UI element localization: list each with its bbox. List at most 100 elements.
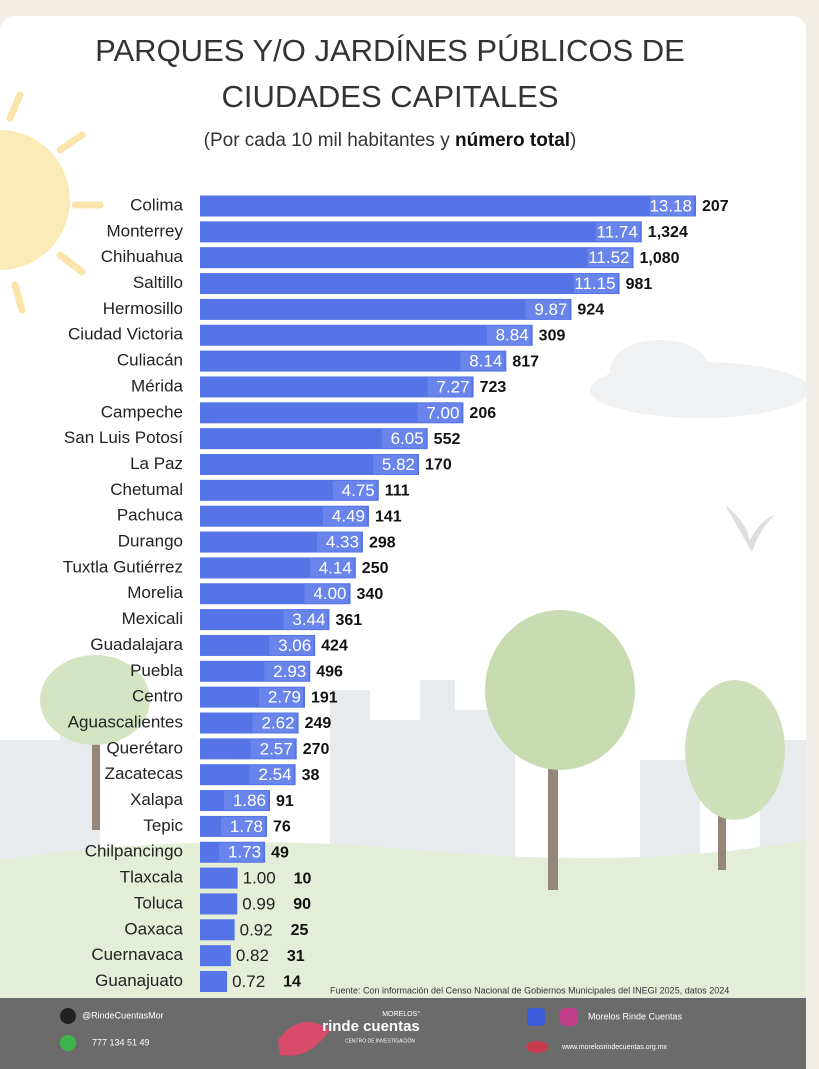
category-label: Pachuca — [117, 506, 184, 525]
value-label: 0.82 — [236, 946, 269, 965]
bar — [200, 350, 507, 372]
total-label: 817 — [512, 353, 539, 370]
bar — [200, 376, 474, 398]
title-line: PARQUES Y/O JARDÍNES PÚBLICOS DE — [95, 33, 685, 68]
total-label: 207 — [702, 198, 729, 215]
logo-main: rinde cuentas — [322, 1018, 420, 1035]
category-label: Zacatecas — [105, 764, 183, 783]
value-label-bg — [381, 429, 426, 449]
value-label: 6.05 — [391, 429, 424, 448]
value-label-bg — [309, 558, 354, 578]
bar — [200, 634, 316, 656]
category-label: Morelia — [127, 583, 183, 602]
total-label: 250 — [362, 560, 389, 577]
category-label: Hermosillo — [103, 299, 183, 318]
total-label: 31 — [287, 948, 305, 965]
total-label: 723 — [480, 379, 507, 396]
bar — [200, 428, 428, 450]
category-label: Monterrey — [106, 221, 183, 240]
category-label: Querétaro — [106, 738, 183, 757]
logo-sub: CENTRO DE INVESTIGACIÓN — [345, 1037, 415, 1044]
total-label: 270 — [303, 741, 330, 758]
total-label: 141 — [375, 508, 402, 525]
logo-shape — [278, 1022, 330, 1056]
bar — [200, 841, 266, 863]
category-label: Ciudad Victoria — [68, 325, 184, 344]
footer — [0, 998, 806, 1069]
logo-top: MORELOS° — [382, 1010, 420, 1018]
bar — [200, 945, 231, 967]
category-label: Durango — [118, 532, 183, 551]
value-label: 2.54 — [258, 765, 291, 784]
value-label: 7.00 — [426, 403, 459, 422]
value-label: 4.75 — [342, 481, 375, 500]
total-label: 552 — [434, 431, 461, 448]
value-label: 9.87 — [534, 300, 567, 319]
scenery — [0, 91, 810, 998]
value-label-bg — [223, 791, 268, 811]
value-label-bg — [595, 222, 640, 242]
total-label: 309 — [539, 327, 566, 344]
bar — [200, 893, 238, 915]
total-label: 111 — [385, 483, 410, 500]
category-label: Toluca — [134, 893, 184, 912]
bar — [200, 609, 330, 631]
category-label: Saltillo — [133, 273, 183, 292]
category-label: Tlaxcala — [120, 868, 184, 887]
value-label-bg — [373, 455, 418, 474]
subtitle-bold: número total — [455, 130, 570, 151]
value-label-bg — [587, 248, 632, 268]
bar — [200, 557, 356, 579]
value-label-bg — [264, 661, 309, 681]
bar — [200, 505, 369, 527]
value-label: 5.82 — [382, 455, 415, 474]
value-label: 2.57 — [260, 739, 293, 758]
value-label: 8.14 — [469, 352, 502, 371]
footer-social: Morelos Rinde Cuentas — [588, 1011, 683, 1021]
category-label: Oaxaca — [124, 919, 183, 938]
total-label: 206 — [469, 405, 496, 422]
category-label: Cuernavaca — [91, 945, 183, 964]
value-label-bg — [525, 299, 570, 319]
facebook-icon — [527, 1008, 545, 1026]
category-label: Mexicali — [122, 609, 183, 628]
value-label: 11.15 — [574, 274, 615, 293]
category-label: Guadalajara — [90, 635, 183, 654]
category-label: Chetumal — [110, 480, 183, 499]
bar — [200, 479, 379, 501]
value-label: 4.00 — [313, 584, 346, 603]
total-label: 25 — [291, 922, 309, 939]
total-label: 361 — [335, 612, 362, 629]
bar — [200, 402, 464, 424]
total-label: 49 — [271, 844, 289, 861]
value-label-bg — [258, 687, 303, 707]
value-label: 11.52 — [588, 248, 629, 267]
category-label: Campeche — [101, 402, 183, 421]
total-label: 191 — [311, 689, 338, 706]
total-label: 249 — [305, 715, 332, 732]
value-label-bg — [252, 713, 297, 733]
value-label-bg — [220, 816, 265, 836]
total-label: 924 — [577, 302, 604, 319]
value-label: 2.62 — [262, 713, 295, 732]
category-label: Xalapa — [130, 790, 183, 809]
value-label: 11.74 — [597, 222, 638, 241]
value-label-bg — [460, 351, 505, 371]
value-label: 1.86 — [233, 791, 266, 810]
value-label: 8.84 — [496, 326, 529, 345]
category-label: Chilpancingo — [85, 842, 183, 861]
value-label: 0.72 — [232, 972, 265, 991]
total-label: 91 — [276, 793, 294, 810]
category-label: Guanajuato — [95, 971, 183, 990]
total-label: 298 — [369, 534, 396, 551]
bar — [200, 815, 267, 837]
value-label: 7.27 — [436, 377, 469, 396]
bar — [200, 531, 363, 553]
value-label-bg — [249, 765, 294, 785]
bar — [200, 298, 572, 320]
web-icon — [526, 1041, 548, 1053]
value-label: 3.06 — [278, 636, 311, 655]
bar — [200, 195, 696, 217]
category-label: Culiacán — [117, 351, 183, 370]
